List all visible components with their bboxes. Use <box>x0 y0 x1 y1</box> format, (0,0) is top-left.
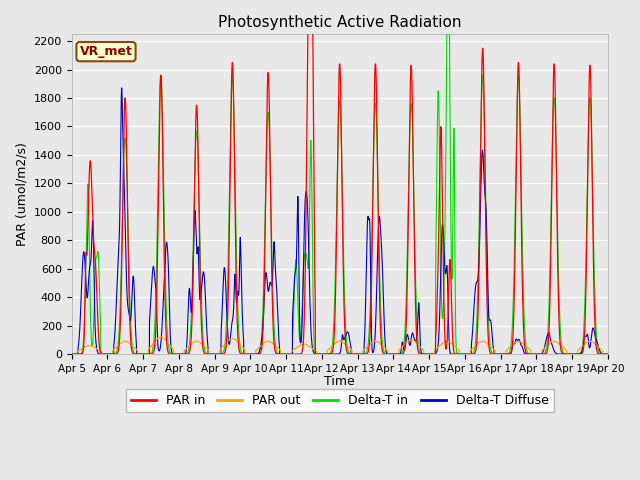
Title: Photosynthetic Active Radiation: Photosynthetic Active Radiation <box>218 15 461 30</box>
Text: VR_met: VR_met <box>79 45 132 58</box>
Legend: PAR in, PAR out, Delta-T in, Delta-T Diffuse: PAR in, PAR out, Delta-T in, Delta-T Dif… <box>125 389 554 412</box>
X-axis label: Time: Time <box>324 375 355 388</box>
Y-axis label: PAR (umol/m2/s): PAR (umol/m2/s) <box>15 142 28 246</box>
